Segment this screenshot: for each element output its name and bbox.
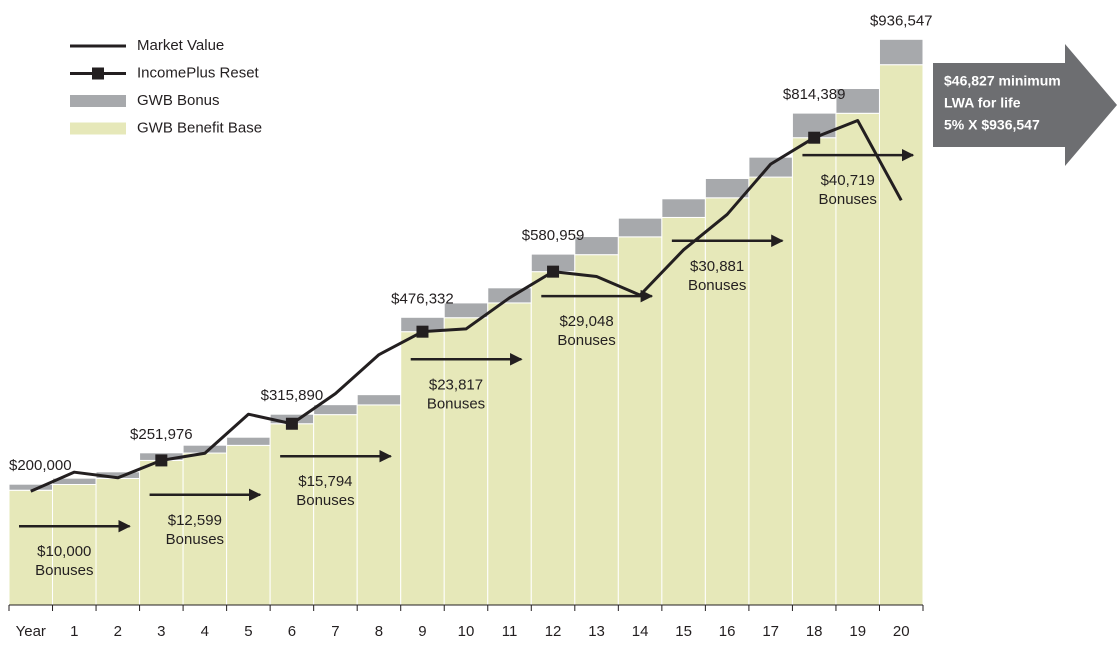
bar-segment bbox=[835, 88, 880, 114]
legend-swatch bbox=[70, 95, 126, 107]
legend-label: IncomePlus Reset bbox=[137, 64, 260, 81]
reset-marker bbox=[285, 417, 298, 430]
x-tick-label: 5 bbox=[244, 623, 252, 640]
bonus-note: $29,048 bbox=[559, 313, 613, 330]
bar-segment bbox=[313, 414, 358, 606]
bar-segment bbox=[226, 444, 271, 606]
bar-label: $580,959 bbox=[522, 227, 585, 244]
bar-segment bbox=[356, 404, 402, 606]
legend-swatch bbox=[70, 122, 126, 135]
x-tick-label: 3 bbox=[157, 623, 165, 640]
x-tick-label: 11 bbox=[502, 623, 518, 640]
bar-segment bbox=[487, 302, 532, 606]
bar-label: $476,332 bbox=[391, 290, 454, 307]
bonus-note: Bonuses bbox=[296, 492, 354, 509]
legend-marker bbox=[92, 67, 104, 80]
reset-marker bbox=[547, 265, 560, 278]
callout-text: $46,827 minimum bbox=[944, 73, 1061, 89]
x-tick-label: 1 bbox=[70, 623, 78, 640]
x-tick-label: 10 bbox=[458, 623, 475, 640]
x-tick-label: 8 bbox=[375, 623, 383, 640]
bonus-note: Bonuses bbox=[427, 395, 485, 412]
x-tick-label: 13 bbox=[588, 623, 605, 640]
bar-segment bbox=[313, 404, 358, 416]
bar-segment bbox=[835, 112, 880, 606]
reset-marker bbox=[155, 454, 168, 467]
bonus-note: $23,817 bbox=[429, 376, 483, 393]
bonus-note: $10,000 bbox=[37, 543, 91, 560]
bar-label: $814,389 bbox=[783, 86, 846, 103]
x-tick-label: 17 bbox=[762, 623, 779, 640]
legend-label: Market Value bbox=[137, 37, 224, 54]
bar-segment bbox=[269, 423, 315, 606]
x-tick-label: 9 bbox=[418, 623, 426, 640]
callout-arrow bbox=[933, 44, 1117, 166]
bonus-note: $40,719 bbox=[821, 172, 875, 189]
bar-segment bbox=[661, 216, 706, 606]
legend-label: GWB Bonus bbox=[137, 92, 220, 109]
x-tick-label: 15 bbox=[675, 623, 692, 640]
bar-segment bbox=[878, 38, 924, 66]
bar-segment bbox=[791, 137, 837, 606]
bar-label: $936,547 bbox=[870, 12, 933, 29]
bar-segment bbox=[574, 254, 619, 606]
bar-label: $251,976 bbox=[130, 426, 193, 443]
bonus-note: Bonuses bbox=[557, 332, 615, 349]
market-value-line bbox=[30, 119, 903, 493]
x-tick-label: 18 bbox=[806, 623, 823, 640]
bar-segment bbox=[748, 156, 793, 178]
x-tick-label: 4 bbox=[201, 623, 209, 640]
bar-segment bbox=[661, 198, 706, 218]
x-tick-label: 14 bbox=[632, 623, 649, 640]
callout-text: 5% X $936,547 bbox=[944, 117, 1040, 133]
bar-segment bbox=[617, 236, 663, 606]
legend-label: GWB Benefit Base bbox=[137, 119, 262, 136]
bar-segment bbox=[530, 271, 576, 606]
callout-text: LWA for life bbox=[944, 95, 1021, 111]
x-tick-label: 2 bbox=[114, 623, 122, 640]
bar-segment bbox=[8, 489, 54, 606]
bonus-note: $30,881 bbox=[690, 258, 744, 275]
x-tick-label: 19 bbox=[849, 623, 866, 640]
bar-segment bbox=[95, 477, 141, 606]
bonus-note: $12,599 bbox=[168, 512, 222, 529]
reset-marker bbox=[808, 131, 821, 144]
bar-segment bbox=[617, 217, 663, 238]
bar-segment bbox=[443, 317, 489, 606]
bar-label: $200,000 bbox=[9, 457, 72, 474]
x-tick-label: 20 bbox=[893, 623, 910, 640]
x-tick-label: 6 bbox=[288, 623, 296, 640]
x-tick-label: 16 bbox=[719, 623, 736, 640]
bar-label: $315,890 bbox=[261, 387, 324, 404]
bonus-note: $15,794 bbox=[298, 473, 352, 490]
bar-segment bbox=[400, 331, 445, 606]
bar-segment bbox=[356, 394, 402, 406]
bar-segment bbox=[182, 452, 228, 606]
x-tick-label: 12 bbox=[545, 623, 562, 640]
x-tick-label: Year bbox=[16, 623, 46, 640]
bonus-note: Bonuses bbox=[819, 191, 877, 208]
bonus-note: Bonuses bbox=[688, 277, 746, 294]
bar-segment bbox=[748, 176, 793, 606]
x-tick-label: 7 bbox=[331, 623, 339, 640]
bar-segment bbox=[878, 64, 924, 606]
reset-marker bbox=[416, 325, 429, 338]
bonus-note: Bonuses bbox=[166, 531, 224, 548]
bonus-note: Bonuses bbox=[35, 562, 93, 579]
bar-segment bbox=[226, 436, 271, 446]
